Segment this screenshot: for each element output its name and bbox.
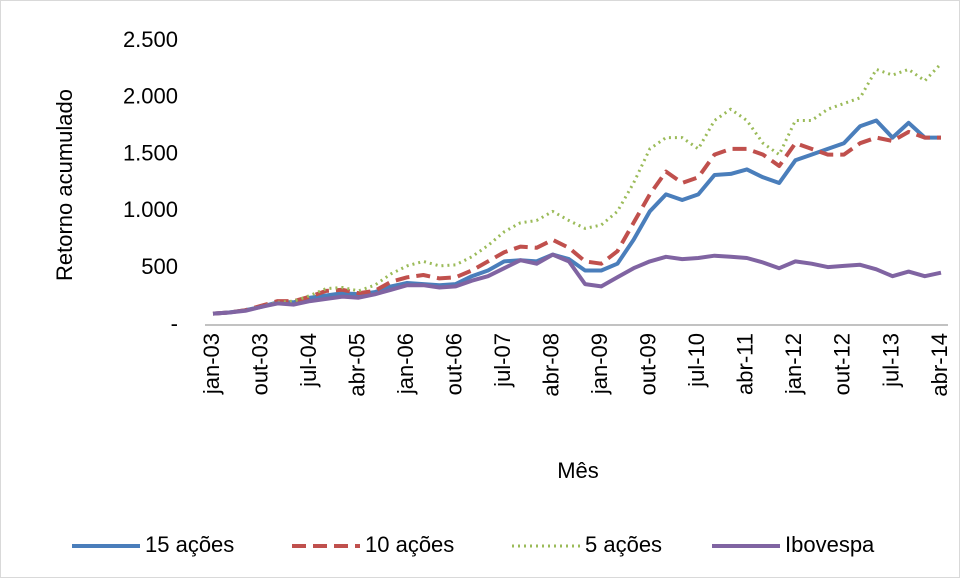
x-tick-label: abr-14 — [927, 333, 952, 397]
x-tick-label: jan-12 — [781, 333, 806, 395]
x-tick-label: abr-05 — [344, 333, 369, 397]
x-tick-label: out-06 — [441, 333, 466, 395]
y-tick-label: 2.000 — [123, 84, 178, 109]
legend-label: 10 ações — [365, 532, 454, 557]
x-axis-title: Mês — [557, 458, 599, 483]
y-axis-title: Retorno acumulado — [52, 89, 77, 281]
data-line — [212, 252, 942, 316]
x-tick-label: out-09 — [636, 333, 661, 395]
legend-label: 5 ações — [585, 532, 662, 557]
data-line — [212, 129, 941, 316]
x-tick-label: jan-03 — [199, 333, 224, 395]
legend-label: 15 ações — [145, 532, 234, 557]
x-tick-label: jan-06 — [393, 333, 418, 395]
x-tick-label: jan-09 — [587, 333, 612, 395]
y-tick-label: 1.000 — [123, 197, 178, 222]
x-tick-label: out-03 — [247, 333, 272, 395]
x-tick-label: jul-04 — [296, 333, 321, 388]
y-tick-label: 2.500 — [123, 27, 178, 52]
y-tick-label: 1.500 — [123, 140, 178, 165]
x-tick-label: jul-13 — [878, 333, 903, 388]
legend-label: Ibovespa — [785, 532, 875, 557]
x-tick-label: jul-10 — [684, 333, 709, 388]
y-tick-label: - — [171, 311, 178, 336]
x-tick-label: abr-11 — [733, 333, 758, 395]
data-line — [212, 62, 943, 316]
data-line — [212, 118, 941, 316]
y-tick-label: 500 — [141, 254, 178, 279]
x-tick-label: abr-08 — [539, 333, 564, 397]
x-tick-label: jul-07 — [490, 333, 515, 388]
x-tick-label: out-12 — [830, 333, 855, 395]
